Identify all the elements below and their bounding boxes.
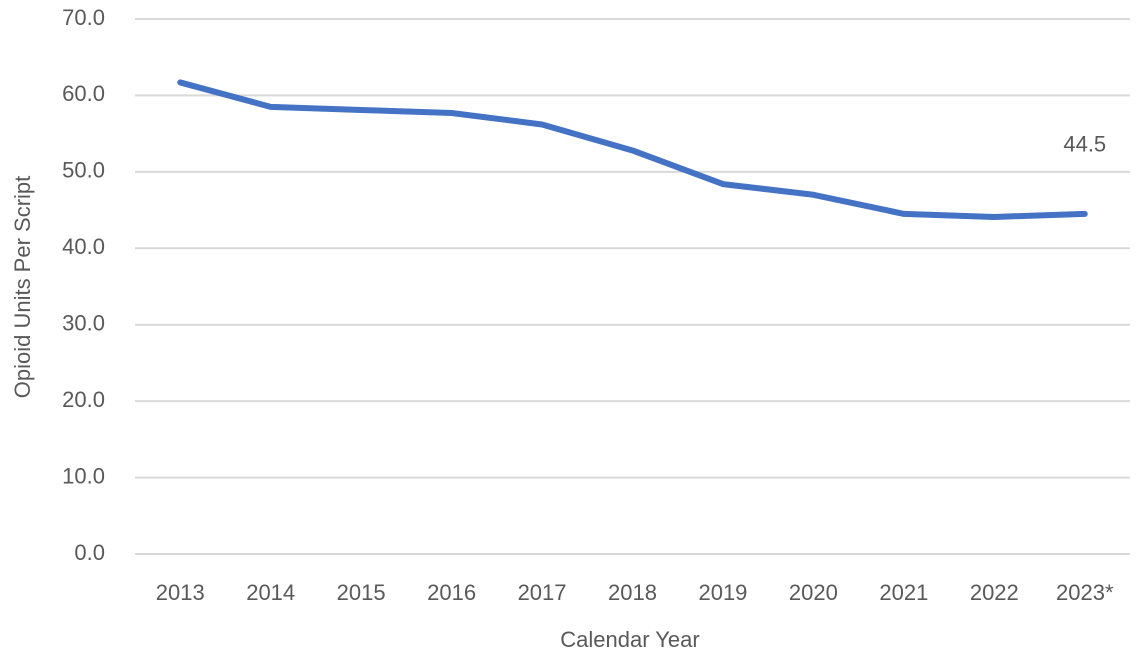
x-tick-label: 2013 bbox=[156, 580, 205, 605]
x-tick-label: 2016 bbox=[427, 580, 476, 605]
x-tick-label: 2014 bbox=[246, 580, 295, 605]
y-tick-label: 30.0 bbox=[62, 311, 105, 336]
y-tick-label: 60.0 bbox=[62, 81, 105, 106]
x-tick-label: 2023* bbox=[1056, 580, 1114, 605]
x-axis-title: Calendar Year bbox=[560, 627, 699, 652]
x-tick-label: 2019 bbox=[698, 580, 747, 605]
x-tick-label: 2020 bbox=[789, 580, 838, 605]
y-tick-label: 40.0 bbox=[62, 234, 105, 259]
x-tick-label: 2018 bbox=[608, 580, 657, 605]
y-tick-label: 50.0 bbox=[62, 158, 105, 183]
data-line bbox=[177, 79, 1088, 220]
x-tick-label: 2022 bbox=[970, 580, 1019, 605]
x-tick-label: 2015 bbox=[337, 580, 386, 605]
y-tick-label: 20.0 bbox=[62, 387, 105, 412]
data-label: 44.5 bbox=[1063, 132, 1106, 157]
y-tick-label: 0.0 bbox=[74, 540, 105, 565]
x-tick-label: 2021 bbox=[879, 580, 928, 605]
y-tick-label: 70.0 bbox=[62, 5, 105, 30]
y-axis-title: Opioid Units Per Script bbox=[10, 176, 35, 399]
x-tick-label: 2017 bbox=[518, 580, 567, 605]
y-tick-label: 10.0 bbox=[62, 463, 105, 488]
